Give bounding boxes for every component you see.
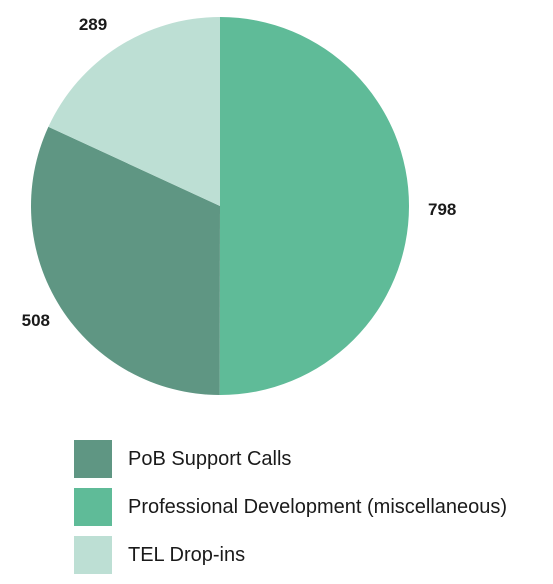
- pie-svg: 798 508 289: [22, 15, 456, 396]
- legend-item: PoB Support Calls: [74, 440, 507, 478]
- slice-value-label: 289: [79, 15, 107, 34]
- legend: PoB Support Calls Professional Developme…: [74, 440, 507, 584]
- legend-label: PoB Support Calls: [128, 447, 292, 470]
- slice-value-label: 508: [22, 311, 50, 330]
- legend-swatch: [74, 536, 112, 574]
- legend-label: TEL Drop-ins: [128, 543, 246, 566]
- legend-item: TEL Drop-ins: [74, 536, 507, 574]
- legend-swatch: [74, 488, 112, 526]
- pie-slice: [48, 17, 221, 206]
- legend-label: Professional Development (miscellaneous): [128, 495, 508, 518]
- legend-item: Professional Development (miscellaneous): [74, 488, 507, 526]
- pie-slice: [31, 126, 221, 395]
- pie-slice: [219, 17, 410, 396]
- legend-swatch: [74, 440, 112, 478]
- slice-value-label: 798: [428, 200, 456, 219]
- pie-chart: 798 508 289: [22, 15, 456, 396]
